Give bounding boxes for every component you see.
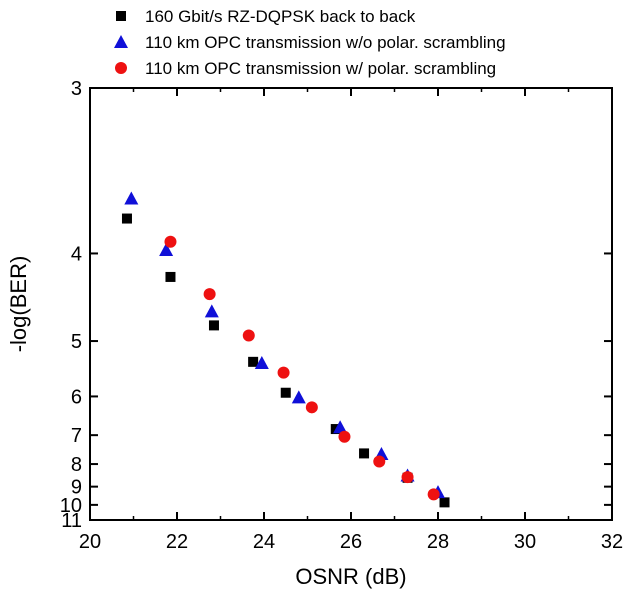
series-square	[121, 213, 450, 508]
data-point-square	[121, 213, 132, 224]
x-tick-label: 32	[601, 531, 623, 553]
legend-item: 110 km OPC transmission w/o polar. scram…	[114, 33, 506, 52]
x-tick-label: 20	[79, 531, 101, 553]
data-point-square	[165, 271, 176, 282]
data-point-square	[208, 320, 219, 331]
data-point-circle	[203, 288, 216, 301]
data-point-triangle	[291, 390, 306, 404]
data-point-circle	[373, 455, 386, 468]
y-axis-label: -log(BER)	[6, 256, 31, 353]
legend-item: 160 Gbit/s RZ-DQPSK back to back	[116, 7, 416, 26]
data-point-square	[280, 387, 291, 398]
y-tick-label: 5	[71, 331, 82, 353]
x-tick-label: 30	[514, 531, 536, 553]
legend-label: 160 Gbit/s RZ-DQPSK back to back	[145, 7, 416, 26]
x-tick-label: 28	[427, 531, 449, 553]
legend-marker-circle	[115, 62, 127, 74]
data-point-circle	[427, 488, 440, 501]
data-point-triangle	[333, 420, 348, 434]
legend-marker-square	[116, 11, 126, 21]
x-axis-label: OSNR (dB)	[295, 564, 406, 589]
data-point-circle	[338, 430, 351, 443]
x-axis-ticks: 20 22 24 26 28 30 32	[79, 88, 623, 553]
y-tick-label: 7	[71, 425, 82, 447]
data-points	[121, 191, 450, 508]
y-tick-label: 4	[71, 243, 82, 265]
legend-label: 110 km OPC transmission w/o polar. scram…	[145, 33, 506, 52]
data-point-circle	[401, 471, 414, 484]
x-tick-label: 24	[253, 531, 275, 553]
data-point-circle	[277, 366, 290, 379]
data-point-square	[359, 448, 370, 459]
x-tick-label: 22	[166, 531, 188, 553]
data-point-triangle	[204, 304, 219, 318]
legend: 160 Gbit/s RZ-DQPSK back to back 110 km O…	[114, 7, 506, 78]
data-point-circle	[242, 329, 255, 342]
data-point-triangle	[254, 356, 269, 370]
y-tick-label: 8	[71, 454, 82, 476]
y-tick-label: 6	[71, 386, 82, 408]
y-tick-label: 9	[71, 477, 82, 499]
data-point-square	[248, 356, 259, 367]
data-point-circle	[164, 235, 177, 248]
data-point-triangle	[124, 191, 139, 205]
y-tick-label: 10	[60, 495, 82, 517]
y-tick-label: 11	[61, 510, 82, 532]
data-point-circle	[305, 401, 318, 414]
series-circle	[164, 235, 440, 501]
y-tick-label: 3	[71, 78, 82, 100]
legend-label: 110 km OPC transmission w/ polar. scramb…	[145, 59, 496, 78]
legend-marker-triangle	[114, 35, 128, 48]
data-point-triangle	[159, 243, 174, 257]
plot-frame	[89, 87, 613, 521]
legend-item: 110 km OPC transmission w/ polar. scramb…	[115, 59, 496, 78]
data-point-square	[439, 497, 450, 508]
x-tick-label: 26	[340, 531, 362, 553]
